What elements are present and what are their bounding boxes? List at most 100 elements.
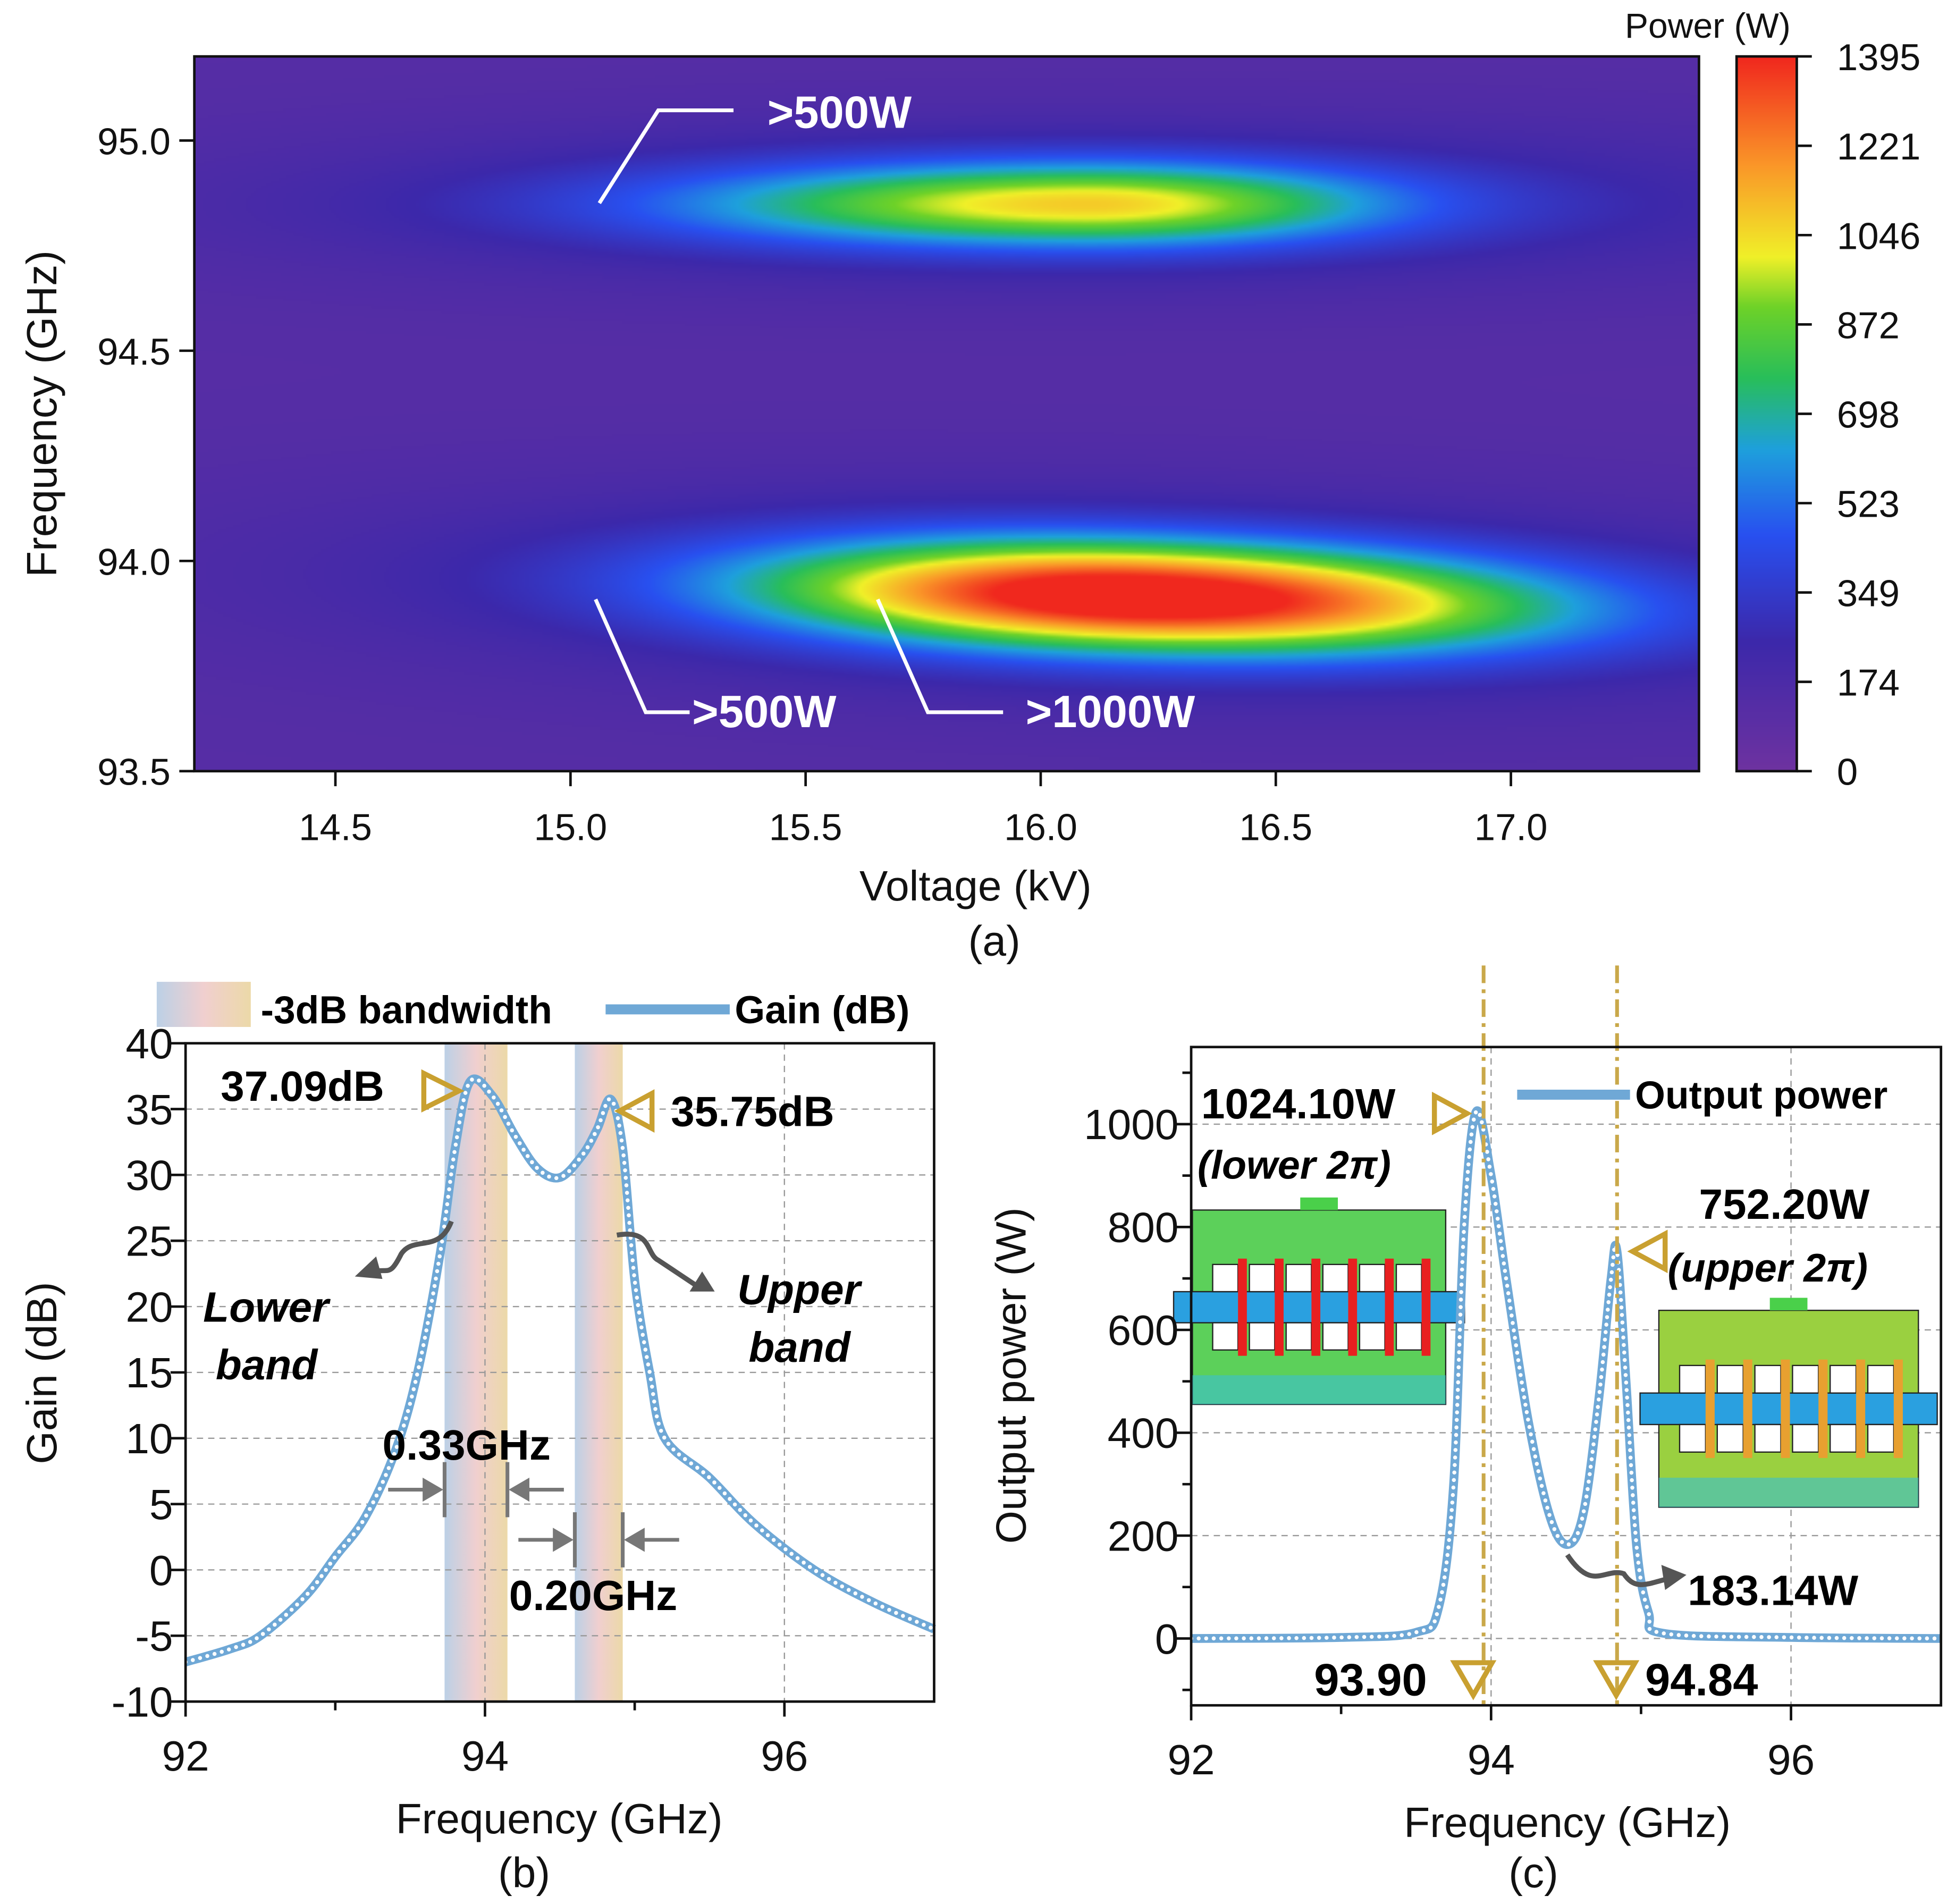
data-point — [820, 1573, 825, 1578]
data-point — [1204, 1636, 1209, 1641]
arrow-right-icon — [553, 1528, 574, 1552]
data-point — [1455, 1395, 1460, 1400]
data-point — [1457, 1335, 1462, 1339]
data-point — [1669, 1632, 1674, 1637]
cavity-cell — [1679, 1423, 1707, 1453]
y-tick-label-b: 0 — [149, 1546, 173, 1594]
axis-ticks-c: 92 94 96 0 200 400 600 800 1000 — [1084, 1071, 1815, 1783]
data-point — [278, 1617, 283, 1622]
data-point — [620, 1145, 625, 1150]
data-point — [1524, 1410, 1529, 1414]
annotation-peak-upper-c: 752.20W — [1699, 1180, 1869, 1228]
data-point — [807, 1565, 812, 1569]
data-point — [887, 1607, 891, 1612]
data-point — [1529, 1432, 1533, 1437]
y-tick-label-b: -10 — [112, 1678, 173, 1725]
data-point — [452, 1150, 457, 1155]
y-tick-label-b: -5 — [135, 1612, 173, 1660]
data-point — [1421, 1628, 1426, 1632]
data-point — [404, 1416, 408, 1421]
vane — [1893, 1359, 1903, 1458]
y-tick-label-c: 800 — [1108, 1203, 1179, 1251]
data-point — [284, 1613, 289, 1617]
data-point — [645, 1355, 649, 1359]
x-tick-label-b: 96 — [761, 1732, 808, 1780]
cavity-cell — [1249, 1322, 1276, 1351]
data-point — [1625, 1395, 1629, 1400]
arrow-head-icon — [355, 1256, 383, 1279]
data-point — [1620, 1320, 1625, 1325]
data-point — [1586, 1487, 1590, 1492]
data-point — [1872, 1636, 1877, 1640]
data-point — [439, 1246, 443, 1251]
data-point — [1552, 1527, 1557, 1531]
data-point — [444, 1209, 449, 1214]
data-point — [1618, 1290, 1623, 1295]
data-point — [1633, 1530, 1638, 1535]
data-point — [255, 1636, 259, 1640]
y-tick-label-c: 1000 — [1084, 1100, 1178, 1148]
data-point — [477, 1079, 481, 1083]
data-point — [632, 1273, 636, 1277]
data-point — [1459, 1290, 1463, 1294]
data-point — [1257, 1636, 1261, 1640]
data-point — [1519, 1373, 1523, 1377]
data-point — [1496, 1224, 1501, 1228]
arrow-left-icon — [509, 1477, 529, 1502]
data-point — [754, 1523, 758, 1528]
data-point — [506, 1122, 511, 1126]
data-point — [901, 1614, 905, 1618]
data-point — [589, 1139, 594, 1143]
data-point — [431, 1291, 435, 1296]
data-point — [535, 1166, 539, 1170]
data-point — [1634, 1538, 1638, 1543]
data-point — [1510, 1313, 1514, 1318]
data-point — [1623, 1365, 1628, 1370]
x-tick-label-a: 14.5 — [299, 806, 372, 848]
x-tick-label-b: 94 — [461, 1732, 509, 1780]
data-point — [630, 1251, 634, 1255]
data-point — [1626, 1425, 1631, 1430]
data-point — [1642, 1597, 1647, 1602]
cavity-cell — [1359, 1263, 1386, 1293]
data-point — [415, 1372, 419, 1377]
data-point — [1606, 1308, 1610, 1312]
data-point — [662, 1435, 667, 1440]
data-point — [1455, 1410, 1460, 1414]
data-point — [1632, 1523, 1637, 1528]
data-point — [428, 1306, 433, 1310]
data-point — [1782, 1635, 1786, 1640]
data-point — [1453, 1448, 1458, 1452]
data-point — [666, 1442, 671, 1446]
data-point — [621, 1153, 626, 1158]
data-point — [623, 1168, 627, 1173]
data-point — [424, 1328, 428, 1333]
annotation-mode-upper: (upper 2π) — [1667, 1245, 1868, 1290]
curvy-arrows-b — [369, 1220, 697, 1287]
data-point — [1454, 1425, 1458, 1430]
data-point — [1637, 1568, 1641, 1572]
data-point — [482, 1083, 486, 1088]
data-point — [682, 1457, 687, 1461]
data-point — [1589, 1457, 1594, 1462]
data-point — [561, 1174, 566, 1178]
colorbar — [1736, 56, 1797, 771]
data-point — [915, 1620, 919, 1624]
data-point — [1515, 1351, 1520, 1355]
data-point — [732, 1502, 737, 1507]
data-point — [337, 1549, 342, 1554]
data-point — [616, 1116, 620, 1121]
data-point — [639, 1325, 644, 1330]
panel-label-b: (b) — [498, 1848, 550, 1896]
data-point — [593, 1132, 597, 1136]
data-point — [1437, 1605, 1441, 1609]
triangle-marker-icon — [421, 1069, 465, 1113]
data-point — [1454, 1433, 1458, 1437]
data-point — [367, 1507, 372, 1511]
data-point — [1227, 1636, 1231, 1641]
data-point — [1377, 1635, 1381, 1639]
data-point — [1460, 1275, 1464, 1279]
data-point — [1516, 1358, 1521, 1362]
data-point — [1925, 1636, 1929, 1641]
data-point — [1450, 1500, 1455, 1505]
